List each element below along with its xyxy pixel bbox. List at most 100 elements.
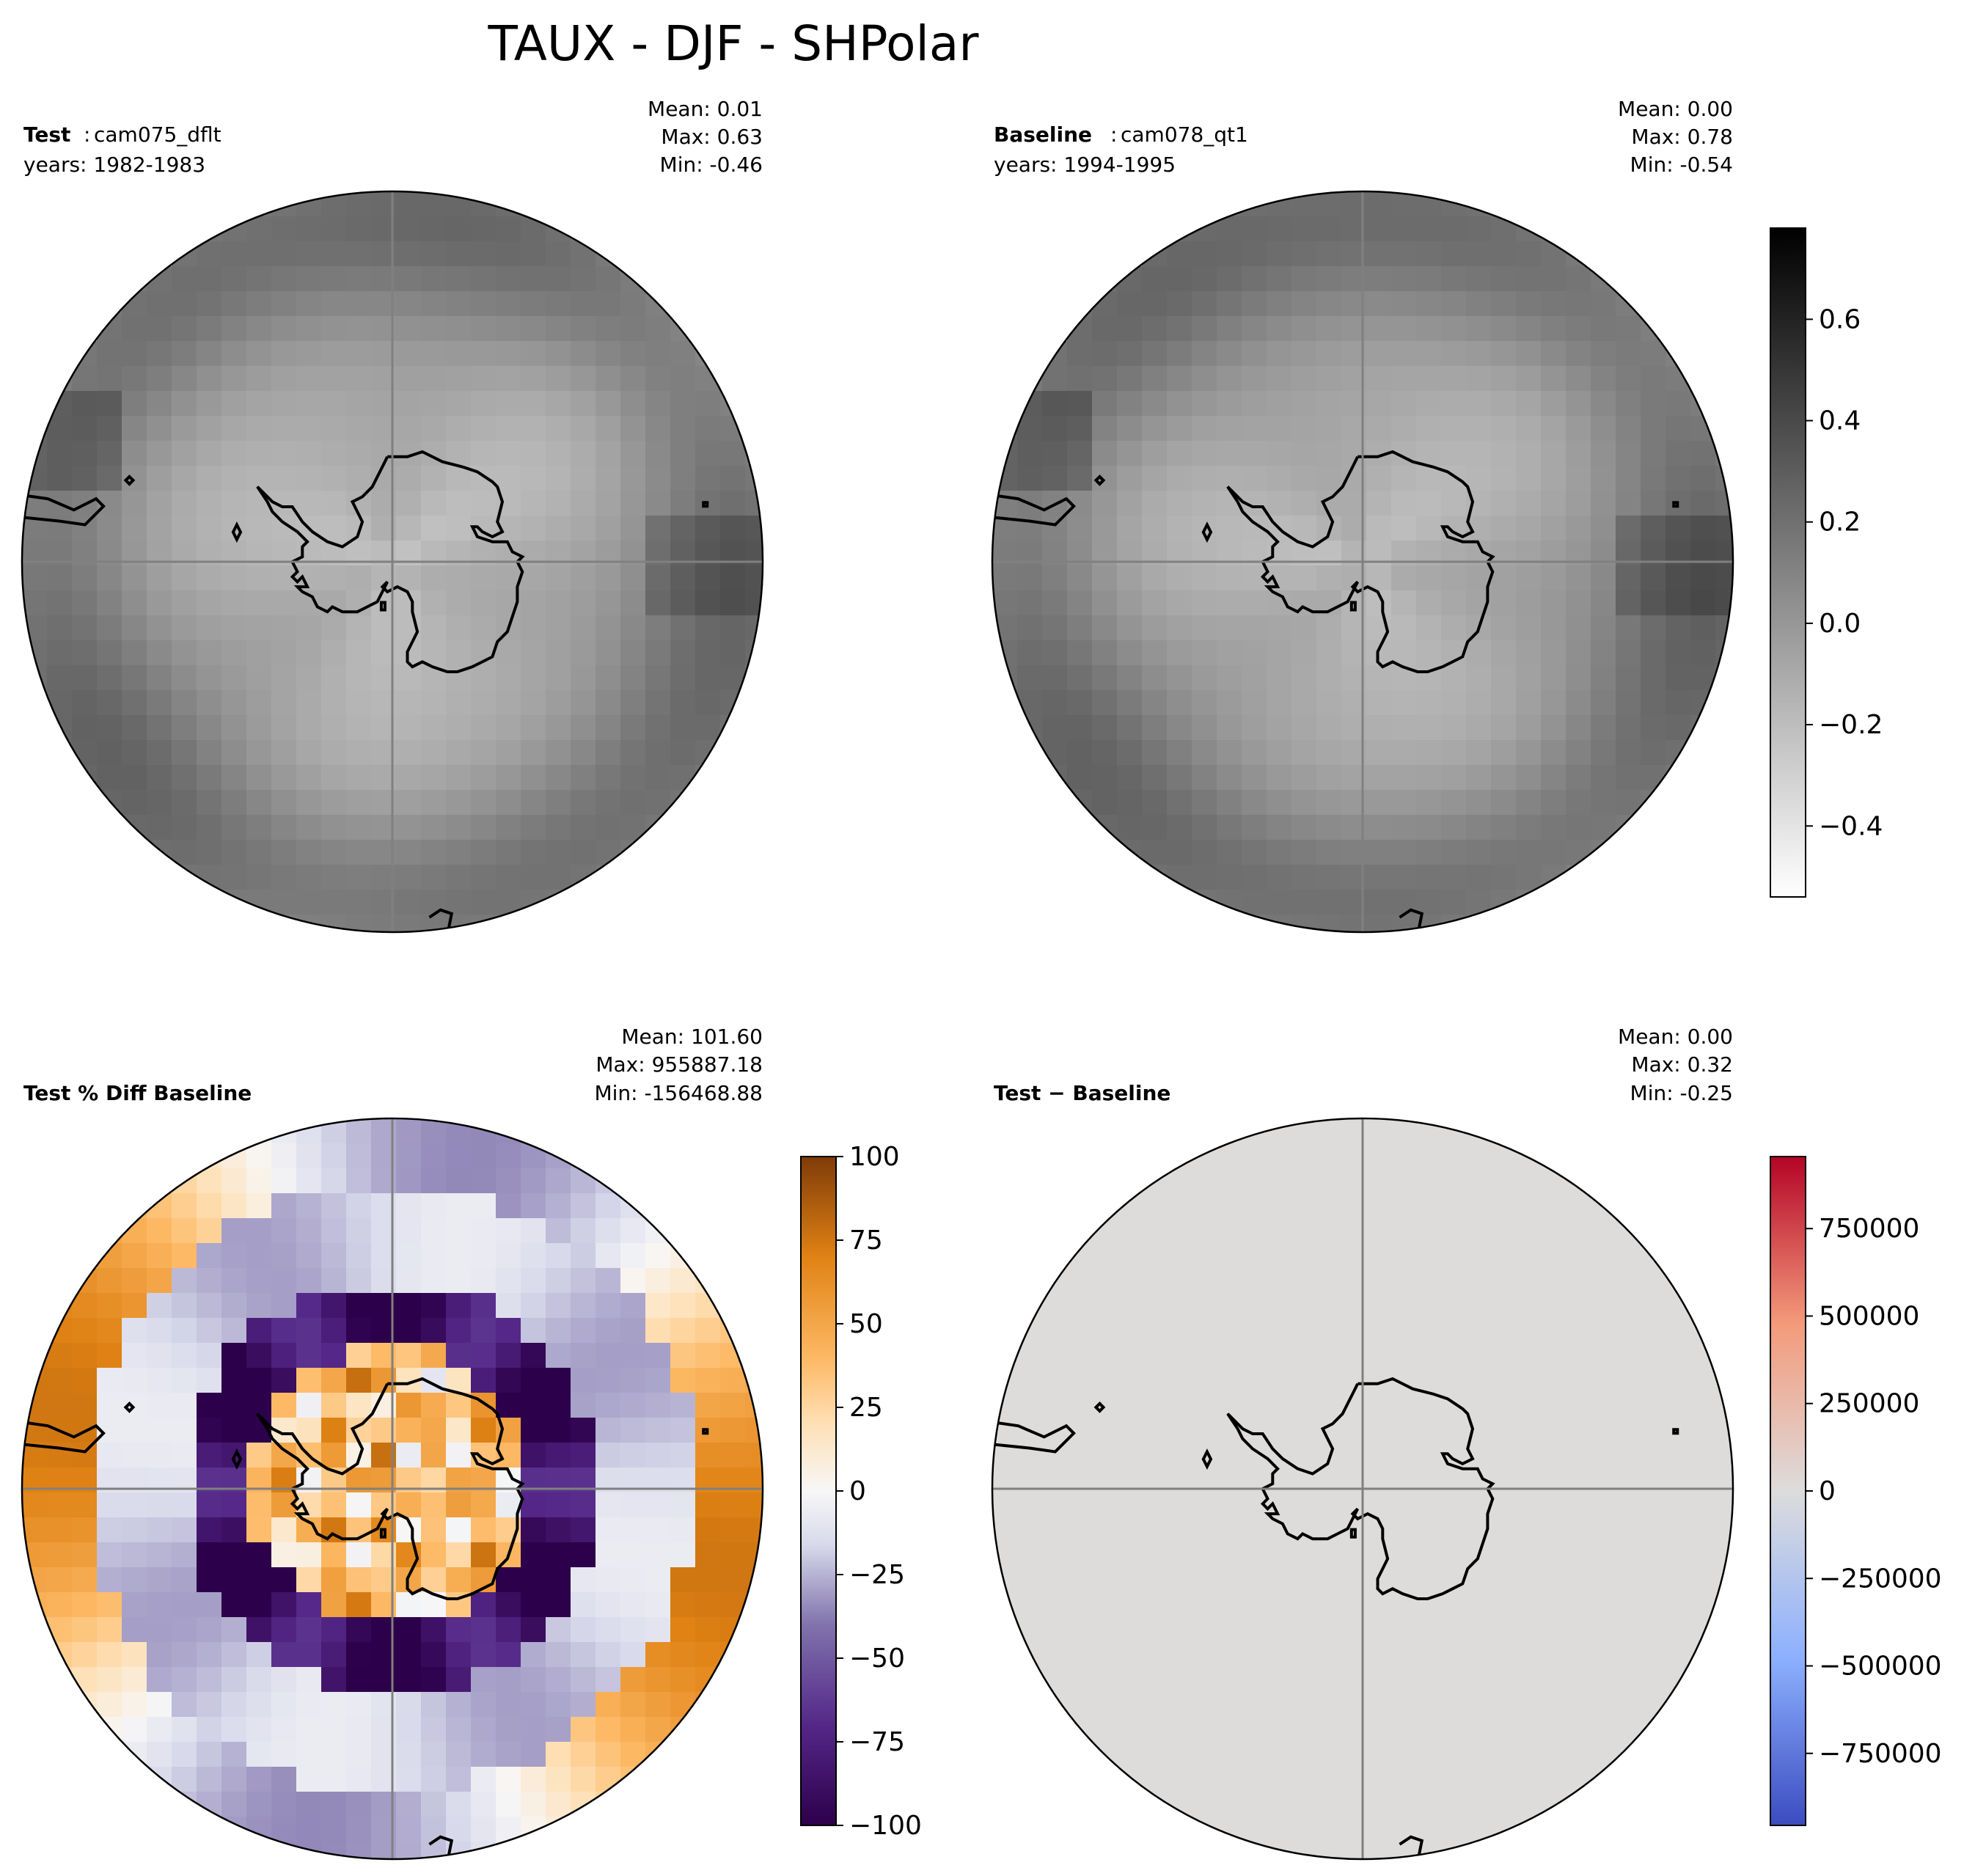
map-cell (1117, 615, 1143, 641)
map-cell (1441, 665, 1467, 691)
map-cell (221, 1318, 247, 1344)
map-cell (221, 1567, 247, 1593)
map-cell (645, 316, 671, 342)
map-cell (346, 1368, 372, 1393)
map-cell (1092, 516, 1118, 541)
map-cell (1067, 466, 1093, 491)
map-cell (1316, 815, 1342, 840)
map-cell (1291, 341, 1317, 367)
map-cell (720, 565, 746, 591)
map-cell (1616, 715, 1641, 741)
puor-colorbar-tick-label: 0 (849, 1476, 866, 1506)
coolwarm-colorbar-tick-label: 750000 (1819, 1214, 1919, 1244)
map-cell (1291, 840, 1317, 865)
map-cell (172, 790, 197, 816)
map-cell (97, 740, 122, 766)
map-cell (346, 1542, 372, 1568)
map-cell (1316, 565, 1342, 591)
map-cell (1067, 640, 1093, 666)
map-cell (1067, 690, 1093, 716)
map-cell (670, 366, 696, 392)
map-cell (571, 1143, 596, 1169)
map-cell (620, 1268, 646, 1294)
map-cell (1217, 590, 1242, 616)
map-cell (122, 1692, 147, 1718)
map-cell (321, 1193, 347, 1219)
map-cell (172, 590, 197, 616)
map-cell (246, 1767, 272, 1792)
map-cell (1316, 740, 1342, 766)
map-cell (22, 640, 48, 666)
map-cell (496, 1567, 521, 1593)
map-cell (1042, 565, 1068, 591)
map-cell (47, 1517, 73, 1543)
map-cell (172, 1642, 197, 1668)
map-cell (1291, 391, 1317, 417)
map-cell (1017, 615, 1043, 641)
map-cell (546, 740, 571, 766)
map-cell (1267, 790, 1292, 816)
map-cell (1042, 341, 1068, 367)
map-cell (496, 291, 521, 317)
map-cell (346, 865, 372, 890)
map-cell (471, 391, 496, 417)
map-cell (521, 765, 546, 791)
map-cell (271, 1592, 297, 1618)
map-cell (396, 1667, 422, 1693)
map-cell (521, 466, 546, 491)
map-cell (1690, 466, 1716, 491)
map-cell (1217, 715, 1242, 741)
map-cell (396, 191, 422, 217)
map-cell (446, 1143, 472, 1169)
map-cell (670, 565, 696, 591)
map-cell (546, 1742, 571, 1767)
map-cell (396, 915, 422, 932)
map-cell (271, 1792, 297, 1817)
map-cell (1192, 491, 1217, 516)
map-cell (496, 690, 521, 716)
map-cell (197, 1792, 222, 1817)
gray-colorbar-fill (1770, 227, 1806, 898)
map-cell (496, 815, 521, 840)
map-cell (47, 366, 73, 392)
map-cell (1291, 416, 1317, 441)
map-cell (321, 391, 347, 417)
map-cell (147, 715, 172, 741)
map-cell (1591, 291, 1616, 317)
map-cell (471, 191, 496, 217)
map-cell (1217, 341, 1242, 367)
map-cell (271, 1343, 297, 1368)
map-cell (670, 341, 696, 367)
map-cell (421, 1393, 447, 1418)
map-cell (645, 1343, 671, 1368)
map-cell (1291, 615, 1317, 641)
map-cell (271, 1542, 297, 1568)
map-cell (1217, 391, 1242, 417)
map-cell (521, 815, 546, 840)
map-cell (1366, 291, 1392, 317)
map-cell (296, 341, 322, 367)
map-cell (1616, 466, 1641, 491)
map-cell (571, 216, 596, 242)
map-cell (1591, 466, 1616, 491)
map-cell (1391, 790, 1417, 816)
map-cell (1242, 790, 1267, 816)
map-cell (521, 191, 546, 217)
map-cell (546, 790, 571, 816)
map-cell (645, 665, 671, 691)
map-cell (1267, 416, 1292, 441)
map-cell (1267, 890, 1292, 915)
map-cell (246, 1318, 272, 1344)
map-cell (1391, 416, 1417, 441)
map-cell (1491, 516, 1517, 541)
map-cell (620, 615, 646, 641)
map-cell (471, 1617, 496, 1643)
map-cell (446, 491, 472, 516)
map-cell (1641, 391, 1666, 417)
map-cell (72, 640, 98, 666)
map-cell (1641, 615, 1666, 641)
map-cell (620, 1567, 646, 1593)
map-cell (246, 1193, 272, 1219)
map-cell (296, 266, 322, 292)
